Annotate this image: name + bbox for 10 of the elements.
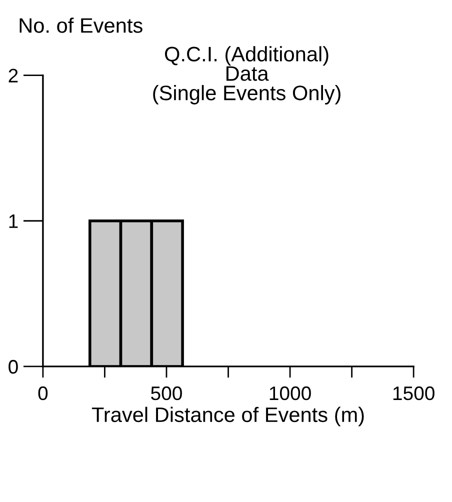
y-tick-label: 2 — [8, 68, 18, 82]
x-tick-label: 1500 — [393, 386, 434, 400]
y-axis-title: No. of Events — [20, 18, 142, 33]
x-axis-title: Travel Distance of Events (m) — [92, 406, 364, 426]
y-tick-label: 1 — [9, 214, 18, 228]
x-tick-label: 0 — [38, 386, 48, 400]
chart-title: Q.C.I. (Additional) Data (Single Events Only) — [153, 46, 340, 104]
x-tick-label: 1000 — [270, 386, 311, 400]
y-tick-label: 0 — [8, 360, 18, 374]
x-tick-label: 500 — [151, 386, 182, 400]
